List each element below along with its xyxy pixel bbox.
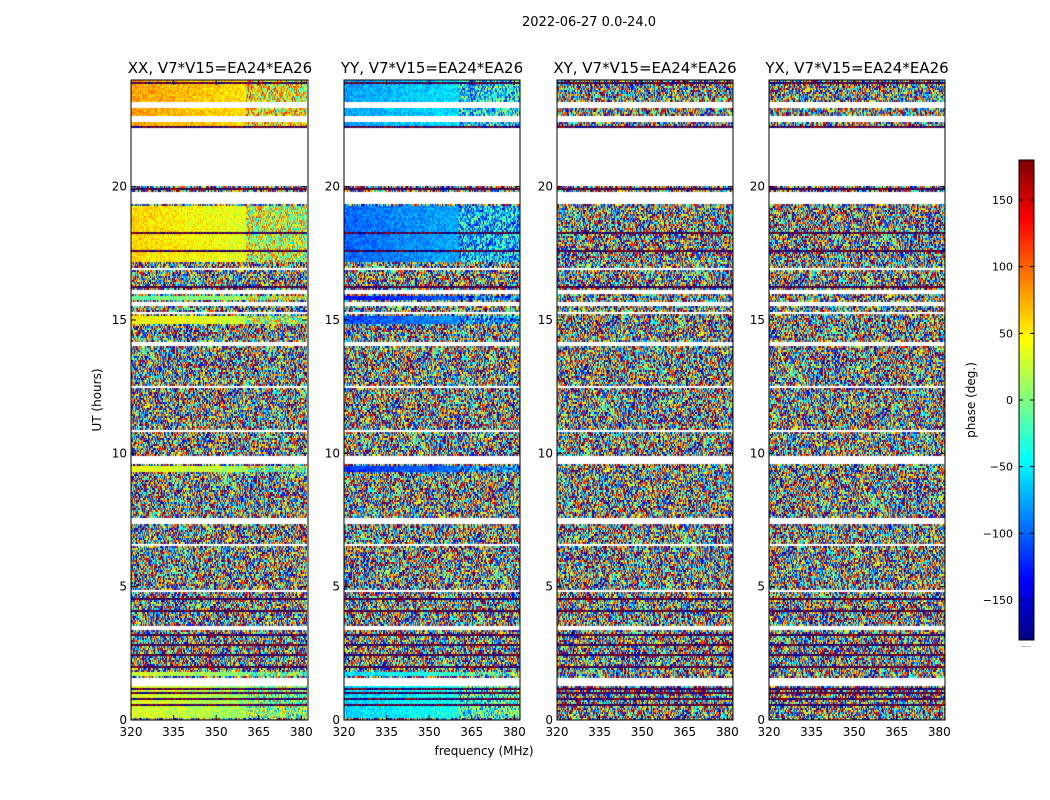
- x-tick-label: 365: [885, 725, 908, 739]
- y-axis-ticks: 0 5 10 15 20: [538, 180, 733, 727]
- y-axis-ticks: 0 5 10 15 20: [112, 180, 307, 727]
- colorbar-tick-label: 50: [999, 327, 1013, 340]
- heatmap-image: [344, 80, 520, 720]
- y-axis-ticks: 0 5 10 15 20: [750, 180, 945, 727]
- colorbar: 150 100 50 0 −50 −100 −150 phase (deg.) .....: [964, 159, 1035, 649]
- panel-frame: [343, 79, 521, 721]
- x-tick-label: 365: [247, 725, 270, 739]
- y-tick-label: 15: [325, 313, 340, 327]
- y-tick-label: 0: [545, 713, 553, 727]
- colorbar-tick-label: −150: [983, 594, 1013, 607]
- y-tick-label: 15: [112, 313, 127, 327]
- x-tick-label: 320: [758, 725, 781, 739]
- x-tick-label: 320: [120, 725, 143, 739]
- x-tick-label: 380: [716, 725, 739, 739]
- panel-xx: XX, V7*V15=EA24*EA26 320 335 350 365 380 0 5 1…: [112, 59, 313, 739]
- heatmap-image: [557, 80, 733, 720]
- panel-frame: [768, 79, 946, 721]
- x-tick-label: 380: [290, 725, 313, 739]
- x-tick-label: 350: [843, 725, 866, 739]
- x-axis-ticks: 320 335 350 365 380: [758, 80, 951, 739]
- x-tick-label: 380: [928, 725, 951, 739]
- y-tick-label: 15: [750, 313, 765, 327]
- x-tick-label: 350: [631, 725, 654, 739]
- x-tick-label: 365: [673, 725, 696, 739]
- y-tick-label: 20: [112, 180, 127, 194]
- x-axis-label: frequency (MHz): [434, 744, 533, 758]
- panel-frame: [556, 79, 734, 721]
- y-tick-label: 5: [119, 580, 127, 594]
- y-tick-label: 0: [119, 713, 127, 727]
- panel-heatmap: [557, 80, 733, 720]
- colorbar-gradient: [1019, 160, 1034, 640]
- panel-frame: [130, 79, 309, 721]
- x-tick-label: 380: [503, 725, 526, 739]
- panel-heatmap: [769, 80, 945, 720]
- y-tick-label: 20: [538, 180, 553, 194]
- colorbar-tick-label: 150: [992, 194, 1013, 207]
- colorbar-footnote: .....: [1021, 642, 1031, 649]
- x-axis-ticks: 320 335 350 365 380: [333, 80, 526, 739]
- y-tick-label: 0: [332, 713, 340, 727]
- panel-heatmap: [344, 80, 520, 720]
- panel-heatmap: [131, 80, 307, 720]
- y-tick-label: 20: [750, 180, 765, 194]
- panel-yx: YX, V7*V15=EA24*EA26 320 335 350 365 380 0 5 1…: [750, 59, 951, 739]
- colorbar-tick-label: 0: [1006, 394, 1013, 407]
- y-tick-label: 5: [757, 580, 765, 594]
- x-tick-label: 335: [800, 725, 823, 739]
- y-tick-label: 20: [325, 180, 340, 194]
- panel-yy: YY, V7*V15=EA24*EA26 320 335 350 365 380 0 5 1…: [325, 59, 526, 739]
- panel-title: YX, V7*V15=EA24*EA26: [764, 59, 948, 77]
- y-tick-label: 10: [112, 446, 127, 460]
- colorbar-tick-label: 100: [992, 261, 1013, 274]
- y-tick-label: 10: [325, 446, 340, 460]
- x-axis-ticks: 320 335 350 365 380: [120, 80, 313, 739]
- y-tick-label: 15: [538, 313, 553, 327]
- figure-suptitle: 2022-06-27 0.0-24.0: [522, 15, 656, 30]
- y-tick-label: 5: [332, 580, 340, 594]
- x-tick-label: 335: [162, 725, 185, 739]
- panel-xy: XY, V7*V15=EA24*EA26 320 335 350 365 380 0 5 1…: [538, 59, 739, 739]
- heatmap-image: [769, 80, 945, 720]
- heatmap-image: [131, 80, 307, 720]
- colorbar-label: phase (deg.): [964, 362, 978, 438]
- panel-title: XX, V7*V15=EA24*EA26: [128, 59, 312, 77]
- colorbar-tick-label: −50: [990, 461, 1013, 474]
- y-tick-label: 0: [757, 713, 765, 727]
- colorbar-ticks: 150 100 50 0 −50 −100 −150: [983, 194, 1034, 607]
- colorbar-fill: [1019, 160, 1034, 640]
- y-axis-label: UT (hours): [90, 368, 104, 431]
- x-tick-label: 365: [460, 725, 483, 739]
- colorbar-tick-label: −100: [983, 527, 1013, 540]
- y-tick-label: 10: [750, 446, 765, 460]
- x-tick-label: 350: [205, 725, 228, 739]
- panel-title: XY, V7*V15=EA24*EA26: [553, 59, 736, 77]
- y-axis-ticks: 0 5 10 15 20: [325, 180, 520, 727]
- x-tick-label: 320: [546, 725, 569, 739]
- x-tick-label: 335: [375, 725, 398, 739]
- x-axis-ticks: 320 335 350 365 380: [546, 80, 739, 739]
- x-tick-label: 335: [588, 725, 611, 739]
- x-tick-label: 320: [333, 725, 356, 739]
- y-tick-label: 5: [545, 580, 553, 594]
- panel-title: YY, V7*V15=EA24*EA26: [340, 59, 523, 77]
- y-tick-label: 10: [538, 446, 553, 460]
- x-tick-label: 350: [418, 725, 441, 739]
